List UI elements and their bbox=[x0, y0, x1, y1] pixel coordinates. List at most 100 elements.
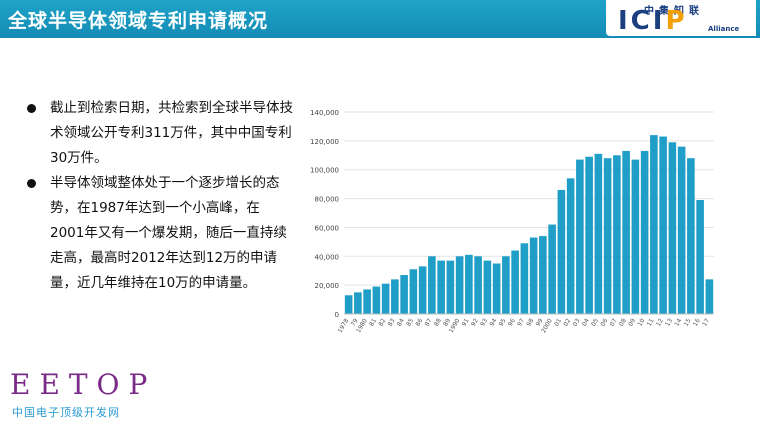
x-tick-label: 07 bbox=[609, 317, 619, 327]
x-tick-label: 13 bbox=[664, 317, 674, 327]
x-tick-label: 03 bbox=[572, 317, 582, 327]
bullet-item: 半导体领域整体处于一个逐步增长的态势，在1987年达到一个小高峰，在2001年又… bbox=[24, 171, 294, 296]
x-tick-label: 84 bbox=[396, 317, 406, 327]
bullet-text: 截止到检索日期，共检索到全球半导体技术领域公开专利311万件，其中中国专利30万… bbox=[50, 100, 293, 166]
bullet-dot-icon bbox=[27, 179, 36, 188]
x-tick-label: 02 bbox=[562, 317, 572, 327]
bar bbox=[400, 275, 408, 314]
bar bbox=[437, 260, 445, 314]
x-tick-label: 85 bbox=[405, 317, 415, 327]
bar bbox=[409, 269, 418, 314]
bar bbox=[474, 256, 482, 314]
bar bbox=[548, 224, 556, 314]
bar bbox=[603, 158, 612, 314]
bar bbox=[492, 263, 501, 314]
x-tick-label: 01 bbox=[553, 317, 563, 327]
header-bar: 全球半导体领域专利申请概况 中集知联 ICIP Alliance bbox=[0, 0, 760, 38]
x-tick-label: 95 bbox=[498, 317, 508, 327]
x-tick-label: 86 bbox=[414, 317, 424, 327]
bar bbox=[594, 153, 603, 314]
y-tick-label: 0 bbox=[335, 311, 339, 319]
x-tick-label: 12 bbox=[655, 317, 665, 327]
x-tick-label: 82 bbox=[377, 317, 387, 327]
bar bbox=[705, 279, 714, 314]
y-tick-label: 60,000 bbox=[315, 224, 340, 232]
x-tick-label: 94 bbox=[488, 317, 498, 327]
x-tick-label: 11 bbox=[646, 317, 656, 327]
icip-logo: 中集知联 ICIP Alliance bbox=[606, 0, 756, 36]
eetop-watermark-subtitle: 中国电子顶级开发网 bbox=[12, 406, 120, 419]
bar bbox=[687, 158, 695, 314]
bar bbox=[418, 266, 427, 314]
bar bbox=[363, 289, 371, 314]
x-tick-label: 93 bbox=[479, 317, 489, 327]
x-tick-label: 89 bbox=[442, 317, 452, 327]
logo-alliance-text: Alliance bbox=[708, 25, 740, 33]
bar bbox=[428, 256, 436, 314]
x-tick-label: 1978 bbox=[337, 317, 351, 334]
x-tick-label: 06 bbox=[599, 317, 609, 327]
x-tick-label: 97 bbox=[516, 317, 526, 327]
x-tick-label: 98 bbox=[525, 317, 535, 327]
x-tick-label: 15 bbox=[683, 317, 693, 327]
x-tick-label: 87 bbox=[424, 317, 434, 327]
bar bbox=[622, 150, 630, 314]
bar bbox=[372, 286, 381, 314]
x-tick-label: 99 bbox=[535, 317, 545, 327]
x-tick-label: 88 bbox=[433, 317, 443, 327]
x-tick-label: 16 bbox=[692, 317, 702, 327]
page-title: 全球半导体领域专利申请概况 bbox=[8, 10, 269, 32]
x-tick-label: 96 bbox=[507, 317, 517, 327]
bullet-list: 截止到检索日期，共检索到全球半导体技术领域公开专利311万件，其中中国专利30万… bbox=[24, 96, 294, 296]
bar bbox=[391, 279, 399, 314]
bar bbox=[668, 142, 677, 314]
bar bbox=[520, 243, 529, 314]
y-tick-label: 100,000 bbox=[310, 167, 339, 175]
x-tick-label: 14 bbox=[673, 317, 683, 327]
bar bbox=[502, 256, 510, 314]
y-tick-label: 80,000 bbox=[315, 196, 340, 204]
bar bbox=[576, 159, 584, 314]
bullet-text: 半导体领域整体处于一个逐步增长的态势，在1987年达到一个小高峰，在2001年又… bbox=[50, 175, 287, 291]
bar bbox=[696, 200, 704, 314]
x-tick-label: 09 bbox=[627, 317, 637, 327]
x-tick-label: 10 bbox=[636, 317, 646, 327]
y-tick-label: 120,000 bbox=[310, 138, 339, 146]
bar bbox=[539, 236, 547, 314]
bar bbox=[455, 256, 464, 314]
bar bbox=[511, 250, 519, 314]
x-tick-label: 04 bbox=[581, 317, 591, 327]
x-tick-label: 79 bbox=[350, 317, 360, 327]
bar bbox=[677, 146, 686, 314]
x-tick-label: 81 bbox=[368, 317, 378, 327]
bullet-dot-icon bbox=[27, 104, 36, 113]
logo-chinese-text: 中集知联 bbox=[644, 6, 704, 17]
bar bbox=[465, 254, 473, 314]
x-tick-label: 05 bbox=[590, 317, 600, 327]
bar bbox=[344, 295, 353, 314]
x-tick-label: 92 bbox=[470, 317, 480, 327]
patent-bar-chart: 0 20,000 40,000 60,000 80,000 100,000 120,000 1… bbox=[310, 109, 714, 334]
x-tick-label: 08 bbox=[618, 317, 628, 327]
bullet-item: 截止到检索日期，共检索到全球半导体技术领域公开专利311万件，其中中国专利30万… bbox=[24, 96, 294, 171]
logo-mark: ICIP bbox=[618, 7, 688, 35]
x-tick-label: 83 bbox=[387, 317, 397, 327]
eetop-watermark: EETOP bbox=[10, 368, 157, 401]
bar bbox=[613, 155, 621, 314]
bar bbox=[483, 260, 492, 314]
bar bbox=[585, 156, 593, 314]
bar bbox=[557, 189, 566, 314]
y-tick-label: 140,000 bbox=[310, 109, 339, 117]
bar bbox=[659, 136, 667, 314]
logo-main-text: ICI bbox=[618, 6, 666, 36]
x-tick-label: 17 bbox=[701, 317, 711, 327]
bar bbox=[354, 292, 362, 314]
logo-main-text-accent: P bbox=[665, 6, 688, 36]
y-tick-label: 40,000 bbox=[315, 253, 340, 261]
bar bbox=[650, 135, 658, 314]
bar bbox=[529, 237, 538, 314]
bar bbox=[640, 150, 649, 314]
bar bbox=[631, 159, 640, 314]
bar bbox=[446, 260, 455, 314]
bar bbox=[381, 283, 390, 314]
